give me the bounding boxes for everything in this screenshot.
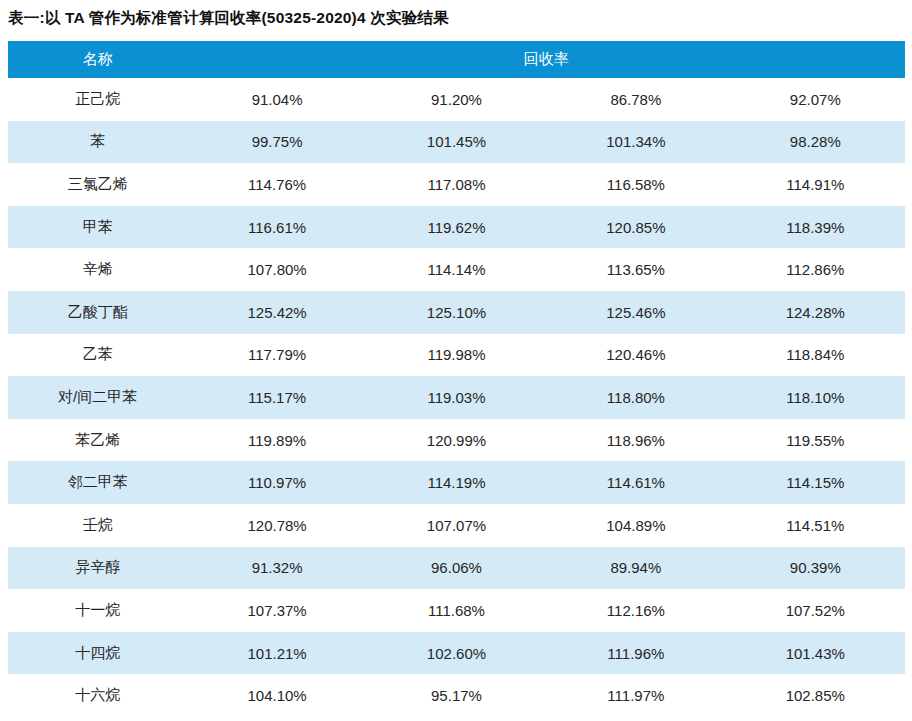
table-row: 十六烷104.10%95.17%111.97%102.85% [8, 674, 905, 717]
recovery-value-cell: 120.46% [546, 334, 725, 377]
recovery-value-cell: 101.43% [726, 632, 905, 675]
table-row: 苯乙烯119.89%120.99%118.96%119.55% [8, 419, 905, 462]
compound-name-cell: 苯乙烯 [8, 419, 187, 462]
table-body: 正己烷91.04%91.20%86.78%92.07%苯99.75%101.45… [8, 78, 905, 717]
recovery-value-cell: 107.37% [187, 589, 366, 632]
recovery-value-cell: 117.08% [367, 163, 546, 206]
recovery-value-cell: 92.07% [726, 78, 905, 121]
table-row: 三氯乙烯114.76%117.08%116.58%114.91% [8, 163, 905, 206]
recovery-value-cell: 119.03% [367, 376, 546, 419]
recovery-value-cell: 91.32% [187, 547, 366, 590]
compound-name-cell: 异辛醇 [8, 547, 187, 590]
recovery-value-cell: 114.15% [726, 461, 905, 504]
recovery-value-cell: 102.85% [726, 674, 905, 717]
compound-name-cell: 苯 [8, 121, 187, 164]
recovery-value-cell: 114.61% [546, 461, 725, 504]
recovery-value-cell: 104.10% [187, 674, 366, 717]
recovery-value-cell: 118.10% [726, 376, 905, 419]
recovery-value-cell: 114.76% [187, 163, 366, 206]
recovery-value-cell: 91.04% [187, 78, 366, 121]
recovery-value-cell: 120.99% [367, 419, 546, 462]
recovery-value-cell: 90.39% [726, 547, 905, 590]
table-row: 异辛醇91.32%96.06%89.94%90.39% [8, 547, 905, 590]
recovery-value-cell: 118.96% [546, 419, 725, 462]
recovery-value-cell: 118.39% [726, 206, 905, 249]
recovery-value-cell: 95.17% [367, 674, 546, 717]
recovery-value-cell: 120.85% [546, 206, 725, 249]
compound-name-cell: 三氯乙烯 [8, 163, 187, 206]
recovery-value-cell: 114.51% [726, 504, 905, 547]
recovery-value-cell: 101.34% [546, 121, 725, 164]
recovery-value-cell: 110.97% [187, 461, 366, 504]
recovery-value-cell: 119.55% [726, 419, 905, 462]
recovery-value-cell: 104.89% [546, 504, 725, 547]
compound-name-cell: 甲苯 [8, 206, 187, 249]
header-cell-name: 名称 [8, 41, 187, 78]
table-row: 辛烯107.80%114.14%113.65%112.86% [8, 248, 905, 291]
compound-name-cell: 十四烷 [8, 632, 187, 675]
recovery-value-cell: 89.94% [546, 547, 725, 590]
recovery-value-cell: 115.17% [187, 376, 366, 419]
table-header-row: 名称 回收率 [8, 41, 905, 78]
recovery-value-cell: 107.52% [726, 589, 905, 632]
table-row: 乙苯117.79%119.98%120.46%118.84% [8, 334, 905, 377]
recovery-value-cell: 119.98% [367, 334, 546, 377]
recovery-value-cell: 118.80% [546, 376, 725, 419]
header-cell-recovery: 回收率 [187, 41, 905, 78]
recovery-value-cell: 107.07% [367, 504, 546, 547]
compound-name-cell: 正己烷 [8, 78, 187, 121]
recovery-table: 名称 回收率 正己烷91.04%91.20%86.78%92.07%苯99.75… [8, 41, 905, 717]
recovery-value-cell: 114.14% [367, 248, 546, 291]
compound-name-cell: 十六烷 [8, 674, 187, 717]
table-row: 正己烷91.04%91.20%86.78%92.07% [8, 78, 905, 121]
recovery-value-cell: 86.78% [546, 78, 725, 121]
compound-name-cell: 邻二甲苯 [8, 461, 187, 504]
recovery-value-cell: 125.46% [546, 291, 725, 334]
recovery-value-cell: 111.97% [546, 674, 725, 717]
recovery-value-cell: 111.68% [367, 589, 546, 632]
table-title: 表一:以 TA 管作为标准管计算回收率(50325-2020)4 次实验结果 [0, 0, 912, 28]
recovery-value-cell: 125.10% [367, 291, 546, 334]
compound-name-cell: 十一烷 [8, 589, 187, 632]
recovery-value-cell: 112.16% [546, 589, 725, 632]
table-row: 壬烷120.78%107.07%104.89%114.51% [8, 504, 905, 547]
recovery-value-cell: 120.78% [187, 504, 366, 547]
recovery-value-cell: 124.28% [726, 291, 905, 334]
recovery-value-cell: 118.84% [726, 334, 905, 377]
recovery-value-cell: 112.86% [726, 248, 905, 291]
recovery-value-cell: 119.89% [187, 419, 366, 462]
recovery-value-cell: 119.62% [367, 206, 546, 249]
recovery-value-cell: 98.28% [726, 121, 905, 164]
recovery-value-cell: 116.61% [187, 206, 366, 249]
table-row: 甲苯116.61%119.62%120.85%118.39% [8, 206, 905, 249]
compound-name-cell: 乙酸丁酯 [8, 291, 187, 334]
table-row: 十一烷107.37%111.68%112.16%107.52% [8, 589, 905, 632]
table-row: 乙酸丁酯125.42%125.10%125.46%124.28% [8, 291, 905, 334]
recovery-value-cell: 111.96% [546, 632, 725, 675]
recovery-value-cell: 107.80% [187, 248, 366, 291]
recovery-value-cell: 101.45% [367, 121, 546, 164]
recovery-value-cell: 102.60% [367, 632, 546, 675]
recovery-value-cell: 113.65% [546, 248, 725, 291]
recovery-value-cell: 99.75% [187, 121, 366, 164]
recovery-value-cell: 116.58% [546, 163, 725, 206]
compound-name-cell: 对/间二甲苯 [8, 376, 187, 419]
table-row: 苯99.75%101.45%101.34%98.28% [8, 121, 905, 164]
compound-name-cell: 壬烷 [8, 504, 187, 547]
recovery-value-cell: 96.06% [367, 547, 546, 590]
compound-name-cell: 辛烯 [8, 248, 187, 291]
recovery-value-cell: 114.91% [726, 163, 905, 206]
recovery-value-cell: 101.21% [187, 632, 366, 675]
compound-name-cell: 乙苯 [8, 334, 187, 377]
recovery-value-cell: 117.79% [187, 334, 366, 377]
table-row: 对/间二甲苯115.17%119.03%118.80%118.10% [8, 376, 905, 419]
table-row: 十四烷101.21%102.60%111.96%101.43% [8, 632, 905, 675]
recovery-value-cell: 91.20% [367, 78, 546, 121]
table-row: 邻二甲苯110.97%114.19%114.61%114.15% [8, 461, 905, 504]
recovery-value-cell: 125.42% [187, 291, 366, 334]
recovery-value-cell: 114.19% [367, 461, 546, 504]
